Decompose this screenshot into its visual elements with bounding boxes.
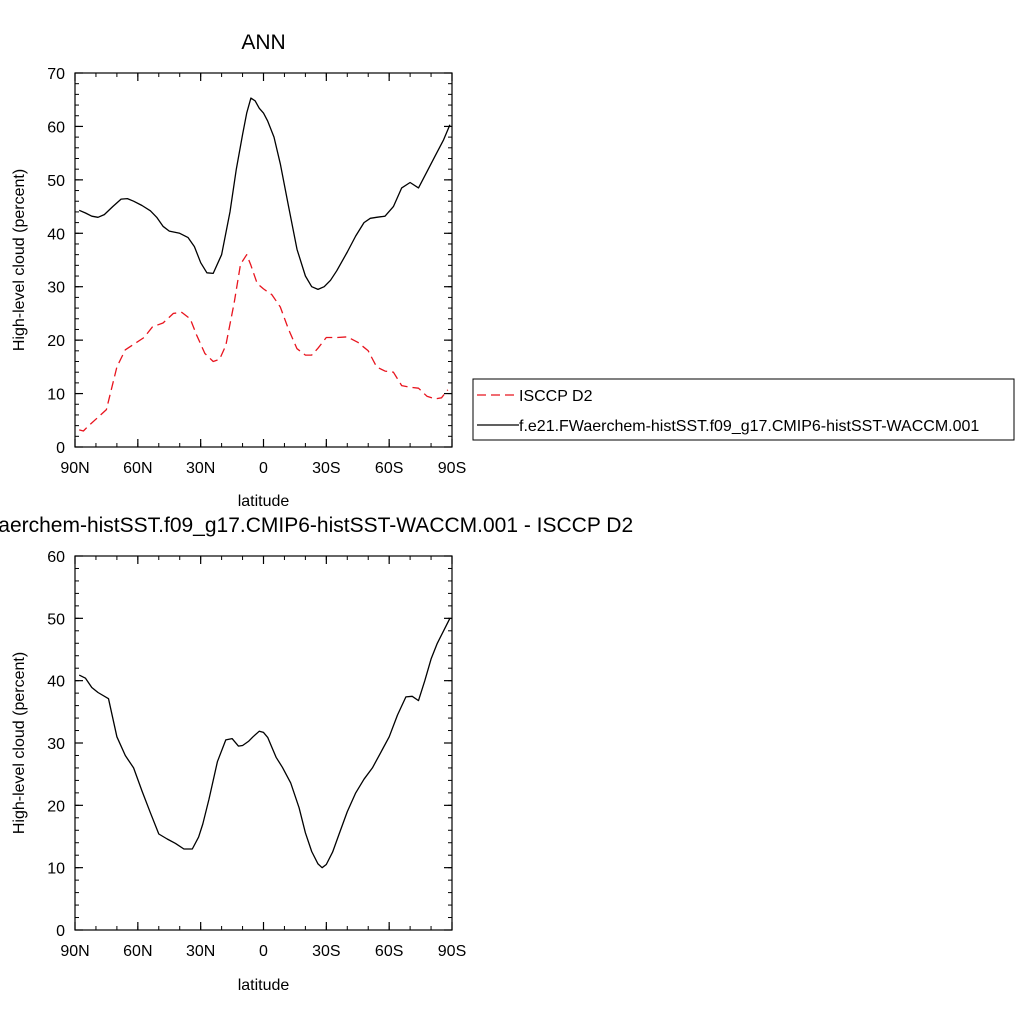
x-tick-label: 30N — [186, 943, 215, 960]
x-tick-label: 60S — [375, 943, 403, 960]
legend: ISCCP D2 f.e21.FWaerchem-histSST.f09_g17.… — [472, 378, 1015, 441]
legend-entry-label: ISCCP D2 — [519, 388, 593, 405]
legend-box — [472, 378, 1015, 441]
series-line-isccp — [79, 254, 449, 432]
y-tick-label: 50 — [47, 611, 65, 628]
y-tick-label: 10 — [47, 861, 65, 878]
series-line-model — [78, 618, 451, 869]
y-tick-label: 60 — [47, 549, 65, 566]
x-tick-label: 60N — [123, 943, 152, 960]
x-tick-label: 30S — [312, 943, 340, 960]
plot-frame — [74, 72, 453, 448]
x-axis-label: latitude — [238, 493, 290, 510]
y-tick-label: 40 — [47, 226, 65, 243]
y-tick-label: 30 — [47, 736, 65, 753]
y-tick-label: 0 — [56, 440, 65, 457]
minor-ticks — [74, 72, 453, 448]
y-tick-label: 0 — [56, 923, 65, 940]
y-tick-label: 40 — [47, 674, 65, 691]
y-axis-label: High-level cloud (percent) — [11, 169, 28, 351]
x-tick-label: 0 — [259, 943, 268, 960]
x-tick-label: 90N — [60, 460, 89, 477]
minor-ticks — [74, 555, 453, 931]
y-tick-label: 50 — [47, 173, 65, 190]
x-tick-label: 0 — [259, 460, 268, 477]
x-tick-label: 30N — [186, 460, 215, 477]
y-axis-label: High-level cloud (percent) — [11, 652, 28, 834]
y-tick-label: 20 — [47, 798, 65, 815]
chart-title: ANN — [241, 31, 285, 54]
chart-title: f.e21.FWaerchem-histSST.f09_g17.CMIP6-hi… — [0, 514, 633, 537]
x-axis-label: latitude — [238, 977, 290, 994]
y-tick-label: 30 — [47, 280, 65, 297]
y-tick-label: 20 — [47, 333, 65, 350]
x-tick-label: 60N — [123, 460, 152, 477]
chart-2: 0 10 20 30 40 50 60 90N 60N 30N 0 30S 60S 90S f.e21.FW… — [0, 514, 633, 994]
y-tick-label: 60 — [47, 119, 65, 136]
x-tick-label: 30S — [312, 460, 340, 477]
plot-frame — [74, 555, 453, 931]
y-tick-label: 70 — [47, 66, 65, 83]
y-tick-label: 10 — [47, 387, 65, 404]
major-ticks — [74, 72, 453, 448]
legend-entry-label: f.e21.FWaerchem-histSST.f09_g17.CMIP6-hi… — [519, 418, 979, 435]
x-tick-label: 60S — [375, 460, 403, 477]
major-ticks — [74, 555, 453, 931]
x-tick-label: 90N — [60, 943, 89, 960]
x-tick-label: 90S — [438, 460, 466, 477]
x-tick-label: 90S — [438, 943, 466, 960]
series-line-model — [78, 97, 451, 291]
chart-1: 0 10 20 30 40 50 60 70 90N 60N 30N 0 30S 60S 90S ANN lat… — [11, 31, 1015, 510]
